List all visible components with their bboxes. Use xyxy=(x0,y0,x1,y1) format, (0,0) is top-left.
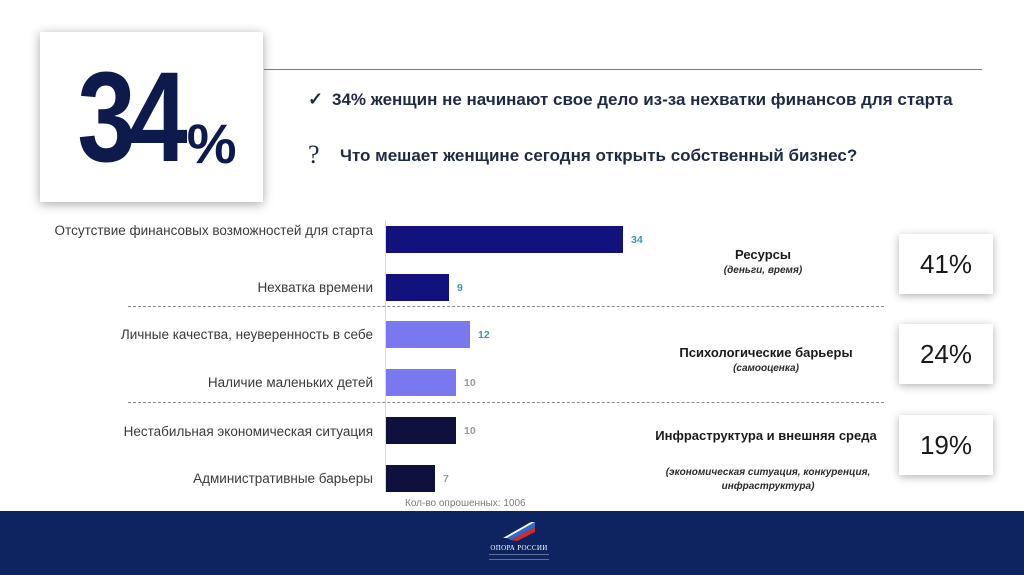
group-subtitle: (деньги, время) xyxy=(723,265,803,276)
bar xyxy=(386,226,623,253)
data-label: 10 xyxy=(464,377,476,389)
headline-text: 34% женщин не начинают свое дело из-за н… xyxy=(332,90,953,109)
group-share-card: 19% xyxy=(899,415,993,475)
bar xyxy=(386,465,435,492)
bar xyxy=(386,417,456,444)
group-title: Психологические барьеры xyxy=(679,345,853,360)
logo-subline xyxy=(489,554,549,560)
group-subtitle: (экономическая ситуация, конкуренция, ин… xyxy=(665,467,871,492)
footer-bar xyxy=(0,511,1024,575)
data-label: 10 xyxy=(464,425,476,437)
top-divider xyxy=(264,69,982,70)
big-figure-card: 34 % xyxy=(40,32,263,202)
category-label: Личные качества, неуверенность в себе xyxy=(120,327,373,342)
data-label: 9 xyxy=(457,282,463,294)
headline: ✓ 34% женщин не начинают свое дело из-за… xyxy=(308,88,978,111)
bar xyxy=(386,369,456,396)
category-label: Административные барьеры xyxy=(193,471,373,486)
group-share-card: 41% xyxy=(899,234,993,294)
opora-logo: ОПОРА РОССИИ xyxy=(486,518,552,570)
category-label: Нестабильная экономическая ситуация xyxy=(123,424,373,439)
group-title: Ресурсы xyxy=(735,247,791,262)
bar xyxy=(386,321,470,348)
category-label: Отсутствие финансовых возможностей для с… xyxy=(54,223,373,238)
group-share-card: 24% xyxy=(899,324,993,384)
bar xyxy=(386,274,449,301)
question-mark-icon: ? xyxy=(308,140,320,169)
big-figure-percent: % xyxy=(186,112,237,175)
big-figure-number: 34 xyxy=(77,46,188,189)
category-label: Нехватка времени xyxy=(257,280,373,295)
logo-text: ОПОРА РОССИИ xyxy=(490,544,548,552)
flag-logo-icon xyxy=(503,522,535,541)
sample-size-note: Кол-во опрошенных: 1006 xyxy=(405,498,526,509)
data-label: 34 xyxy=(631,234,643,246)
data-label: 7 xyxy=(443,473,449,485)
data-label: 12 xyxy=(478,329,490,341)
check-icon: ✓ xyxy=(308,89,324,109)
category-label: Наличие маленьких детей xyxy=(207,375,373,390)
group-subtitle: (самооценка) xyxy=(733,363,799,374)
group-divider xyxy=(128,306,884,307)
group-divider xyxy=(128,402,884,403)
group-title: Инфраструктура и внешняя среда xyxy=(655,428,877,443)
question: ? Что мешает женщине сегодня открыть соб… xyxy=(308,140,978,169)
question-text: Что мешает женщине сегодня открыть собст… xyxy=(340,146,858,165)
chart-axis xyxy=(385,220,386,492)
